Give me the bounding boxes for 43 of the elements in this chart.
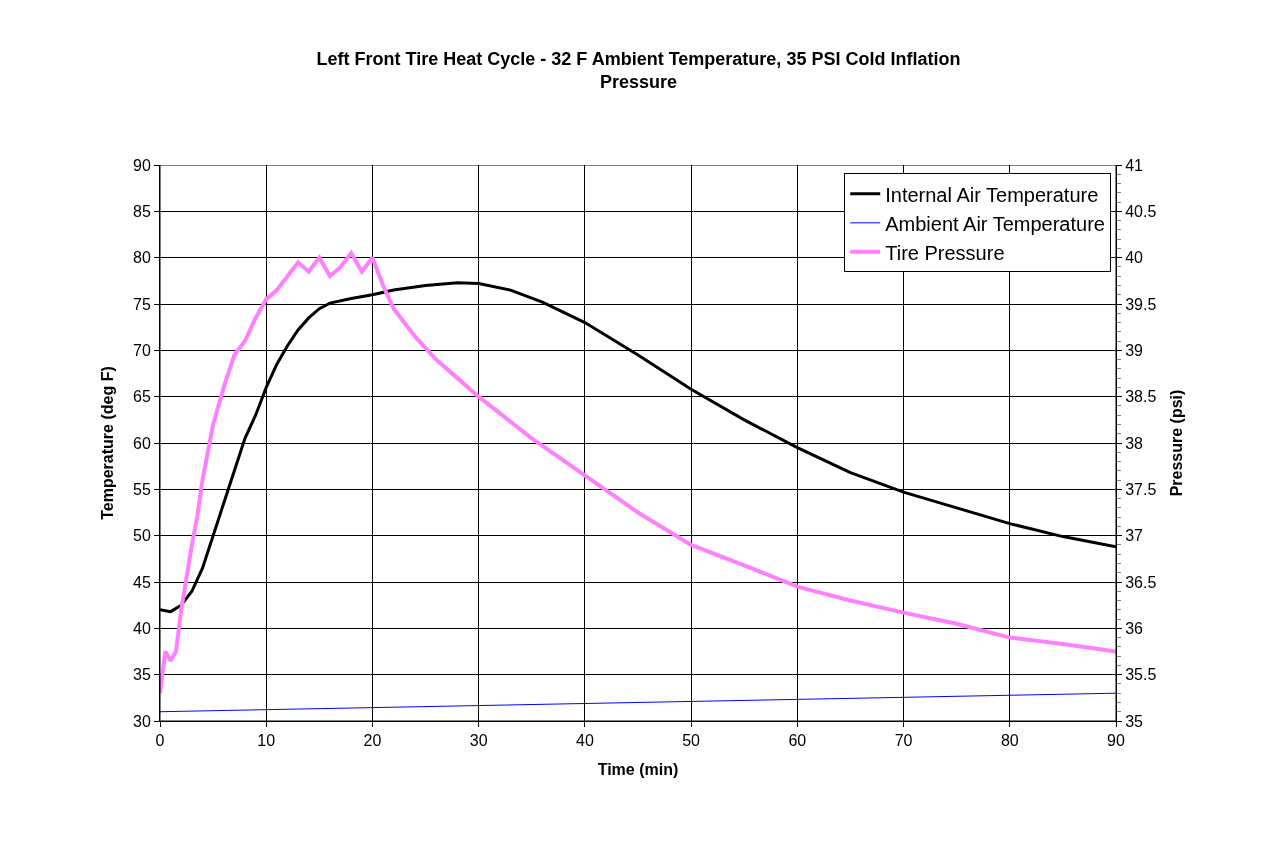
x-tick-label: 50	[682, 732, 701, 750]
y2-tick-label: 41	[1125, 156, 1144, 174]
chart-title: Left Front Tire Heat Cycle - 32 F Ambient Temperature, 35 PSI Cold Inflation Pressure	[316, 48, 961, 93]
x-tick-label: 80	[1000, 732, 1019, 750]
x-tick-label: 30	[469, 732, 488, 750]
y2-tick-label: 40.5	[1125, 202, 1157, 220]
y-tick-label: 30	[133, 712, 151, 730]
x-tick-label: 70	[894, 732, 913, 750]
y-tick-label: 35	[133, 666, 151, 684]
y-tick-label: 40	[133, 619, 151, 637]
legend-label: Internal Air Temperature	[885, 183, 1099, 206]
legend-label: Tire Pressure	[885, 241, 1005, 264]
y-tick-label: 90	[133, 156, 151, 174]
y2-tick-label: 36.5	[1125, 573, 1157, 591]
legend-label: Ambient Air Temperature	[885, 212, 1105, 235]
y-tick-label: 45	[133, 573, 151, 591]
y2-tick-label: 40	[1125, 249, 1144, 267]
y2-tick-label: 35	[1125, 712, 1144, 730]
y-tick-label: 70	[133, 341, 151, 359]
x-axis-title: Time (min)	[597, 760, 679, 778]
y-tick-label: 80	[133, 249, 151, 267]
y2-tick-label: 38	[1125, 434, 1144, 452]
x-tick-label: 20	[363, 732, 382, 750]
y-tick-label: 50	[133, 527, 151, 545]
y2-tick-label: 39.5	[1125, 295, 1157, 313]
y2-tick-label: 39	[1125, 341, 1144, 359]
x-tick-label: 0	[155, 732, 165, 750]
x-tick-label: 90	[1107, 732, 1125, 750]
y2-tick-label: 37.5	[1125, 480, 1157, 498]
x-tick-label: 60	[788, 732, 807, 750]
y-axis-title: Temperature (deg F)	[98, 366, 116, 520]
y-tick-label: 60	[133, 434, 151, 452]
y-tick-label: 55	[133, 480, 151, 498]
y2-tick-label: 38.5	[1125, 388, 1157, 406]
x-tick-label: 10	[257, 732, 276, 750]
x-tick-label: 40	[575, 732, 594, 750]
y-tick-label: 75	[133, 295, 151, 313]
y-tick-label: 85	[133, 202, 151, 220]
y2-tick-label: 35.5	[1125, 666, 1157, 684]
y-tick-label: 65	[133, 388, 151, 406]
y2-tick-label: 37	[1125, 527, 1144, 545]
y2-axis-title: Pressure (psi)	[1168, 389, 1186, 497]
y2-tick-label: 36	[1125, 619, 1144, 637]
